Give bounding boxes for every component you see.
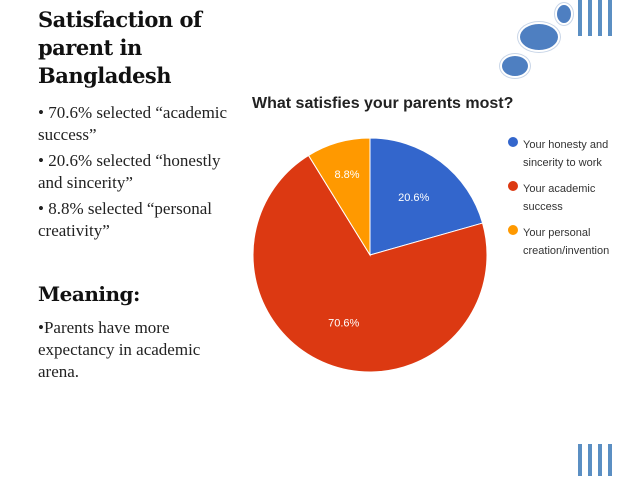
pie-data-label: 20.6%: [398, 192, 429, 204]
legend-swatch: [508, 181, 518, 191]
bullet-item: • 20.6% selected “honestly and sincerity…: [38, 151, 221, 192]
bullet-list: • 70.6% selected “academic success” • 20…: [38, 102, 238, 246]
bullet-item: • 8.8% selected “personal creativity”: [38, 199, 212, 240]
bullet-item: • 70.6% selected “academic success”: [38, 103, 228, 144]
slide-title: Satisfaction of parent in Bangladesh: [38, 7, 202, 88]
chart-title: What satisfies your parents most?: [252, 95, 514, 112]
pie-data-label: 70.6%: [328, 318, 359, 330]
legend-label: Your honesty and sincerity to work: [523, 139, 609, 169]
legend-swatch: [508, 225, 518, 235]
meaning-text: •Parents have more expectancy in academi…: [38, 318, 201, 381]
legend-label: Your academic success: [523, 183, 596, 213]
meaning-heading: Meaning:: [38, 282, 140, 306]
legend-item-honesty: Your honesty and sincerity to work: [508, 135, 638, 171]
legend-label: Your personal creation/invention: [523, 227, 610, 257]
pie-slice-honesty: [369, 137, 484, 256]
pie-data-label: 8.8%: [334, 169, 359, 181]
pie-slice-creation: [307, 137, 371, 257]
legend-item-creation: Your personal creation/invention: [508, 223, 638, 259]
legend-swatch: [508, 137, 518, 147]
legend-item-academic: Your academic success: [508, 179, 638, 215]
decorative-circle-large: [518, 22, 560, 52]
chart-legend: Your honesty and sincerity to work Your …: [508, 135, 638, 267]
pie-slice-academic: [252, 154, 488, 373]
decorative-circle-small: [555, 3, 573, 25]
decorative-circle-medium: [500, 54, 530, 78]
